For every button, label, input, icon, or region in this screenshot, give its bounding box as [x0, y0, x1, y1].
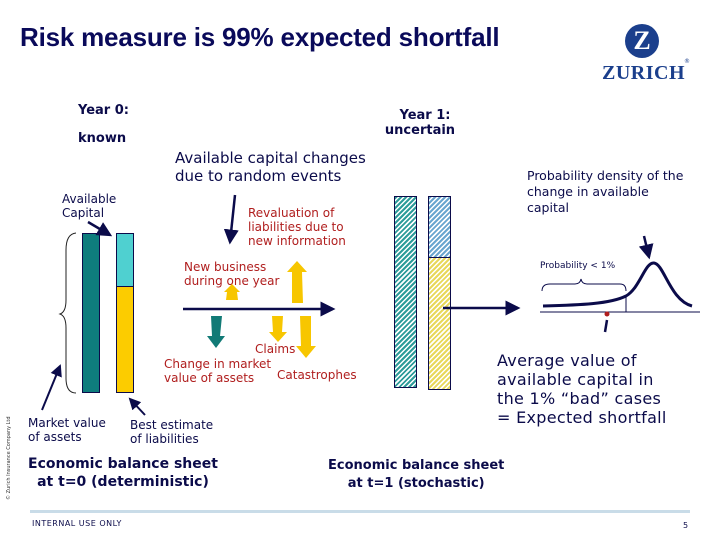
liabilities-bar-t1: [428, 257, 451, 390]
market-change-label: Change in market value of assets: [164, 357, 272, 385]
capital-bar-t0: [116, 233, 134, 286]
catastrophes-label: Catastrophes: [277, 368, 357, 382]
zurich-logo-text: ZURICH: [602, 62, 686, 84]
density-label: Probability density of the change in ava…: [527, 168, 684, 215]
expected-shortfall-point: [604, 311, 610, 317]
random-events-label: Available capital changes due to random …: [175, 149, 366, 185]
year0-label-line2: known: [78, 131, 127, 146]
footer-divider: [30, 510, 390, 513]
brace-icon: [58, 232, 77, 394]
registered-mark: ®: [684, 58, 690, 65]
arrow-icon: [128, 397, 146, 416]
footer-divider: [390, 510, 690, 513]
assets-bar-t1: [394, 196, 417, 388]
arrow-icon: [223, 194, 239, 245]
capital-bar-t1: [428, 196, 451, 257]
assets-bar-t0: [82, 233, 100, 393]
footer-label: INTERNAL USE ONLY: [32, 519, 122, 528]
revaluation-label: Revaluation of liabilities due to new in…: [248, 206, 346, 248]
zurich-logo: Z ZURICH ®: [600, 22, 692, 84]
revaluation-up-arrow-icon: [287, 261, 307, 303]
probability-brace-icon: [541, 278, 627, 292]
arrow-icon: [603, 319, 609, 333]
year1-label-line2: uncertain: [384, 123, 456, 138]
zurich-z-icon: Z: [625, 24, 659, 58]
claims-down-arrow-icon: [269, 316, 287, 342]
page-number: 5: [683, 521, 689, 530]
copyright-notice: © Zurich Insurance Company Ltd: [6, 416, 12, 500]
arrow-icon: [87, 220, 113, 237]
market-down-arrow-icon: [207, 316, 225, 348]
new-business-label: New business during one year: [184, 260, 280, 288]
expected-shortfall-summary: Average value of available capital in th…: [497, 351, 667, 427]
density-curve: [542, 261, 693, 308]
claims-label: Claims: [255, 342, 296, 356]
slide-title: Risk measure is 99% expected shortfall: [20, 22, 500, 52]
available-capital-label: Available Capital: [62, 192, 117, 220]
year1-label-line1: Year 1:: [399, 108, 451, 123]
catastrophe-down-arrow-icon: [296, 316, 316, 358]
caption-t1: Economic balance sheet at t=1 (stochasti…: [328, 458, 505, 491]
arrow-icon: [41, 364, 62, 411]
best-estimate-label: Best estimate of liabilities: [130, 418, 214, 446]
liabilities-bar-t0: [116, 286, 134, 393]
caption-t0: Economic balance sheet at t=0 (determini…: [28, 456, 218, 490]
market-value-label: Market value of assets: [28, 416, 106, 444]
probability-label: Probability < 1%: [540, 261, 616, 271]
year0-label-line1: Year 0:: [78, 103, 129, 118]
arrow-icon: [638, 235, 654, 260]
new-business-up-arrow-icon: [224, 284, 240, 300]
